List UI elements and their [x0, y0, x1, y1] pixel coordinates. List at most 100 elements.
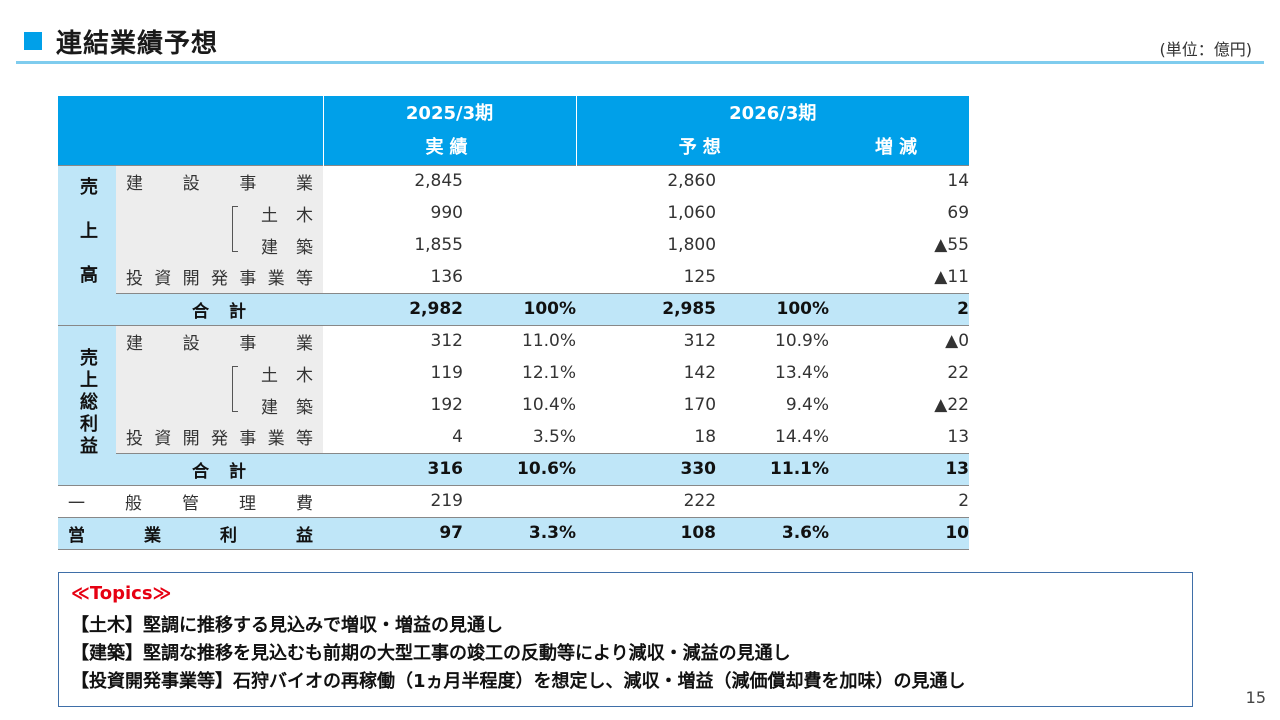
header-row-periods: 2025/3期 2026/3期	[58, 96, 970, 165]
cell-change: 10	[829, 517, 970, 550]
cell-actual: 97	[323, 517, 463, 550]
label-char: 管	[182, 493, 199, 514]
unit-label: (単位：億円)	[1159, 40, 1253, 59]
header-actual: 実績	[322, 128, 577, 165]
cell-actual: 219	[323, 485, 463, 518]
label-char: 利	[220, 525, 237, 546]
label-char: 業	[295, 173, 313, 194]
row-label: 土木	[116, 197, 323, 229]
row-label-text: 投資開発事業等	[116, 264, 323, 289]
table-row: 建築 192 10.4% 170 9.4% ▲22	[58, 389, 969, 421]
row-label: 土木	[116, 357, 323, 389]
total-row-sales: 合計 2,982 100% 2,985 100% 2	[58, 292, 970, 326]
row-label-text: 建設事業	[116, 329, 323, 354]
sub-label-chars: 建築	[261, 233, 313, 258]
bracket-icon	[232, 366, 238, 389]
row-label-text: 一般管理費	[58, 489, 323, 514]
total-row-gross-profit: 合計 316 10.6% 330 11.1% 13	[58, 452, 970, 486]
row-label: 建設事業	[116, 164, 323, 197]
cell-forecast: 2,985	[576, 292, 717, 326]
cell-forecast: 108	[576, 517, 717, 550]
cell-forecast-pct	[716, 485, 830, 518]
cell-forecast: 1,800	[667, 235, 717, 255]
label-char: 開	[182, 269, 200, 290]
label-char: 事	[239, 429, 257, 450]
label-char: 設	[182, 333, 200, 354]
operating-profit-row: 営 業 利 益 97 3.3% 108 3.6% 10	[58, 517, 970, 550]
cell-actual-pct: 12.1%	[522, 363, 577, 383]
label-char: 益	[296, 525, 313, 546]
cell-actual: 119	[430, 363, 463, 383]
label-char: 費	[296, 493, 313, 514]
cell-change: 14	[829, 164, 970, 197]
cell-change: 22	[947, 363, 970, 383]
sga-row: 一 般 管 理 費 219 222 2	[58, 485, 970, 518]
section-label-gross-profit: 売上総利益	[58, 325, 116, 486]
cell-forecast-pct	[716, 164, 830, 197]
label-char: 発	[210, 429, 228, 450]
label-char: 業	[144, 525, 161, 546]
row-label: 建築	[116, 389, 323, 421]
cell-forecast: 142	[683, 363, 717, 383]
topics-heading: ≪Topics≫	[71, 583, 172, 604]
header-row-columns: 実績 予想 増減	[58, 128, 970, 165]
cell-actual-pct: 10.4%	[522, 395, 577, 415]
cell-forecast-pct: 13.4%	[775, 363, 830, 383]
topics-line: 【建築】堅調な推移を見込むも前期の大型工事の竣工の反動等により減収・減益の見通し	[71, 643, 791, 664]
title-bar: 連結業績予想	[24, 24, 218, 59]
topics-box: ≪Topics≫ 【土木】堅調に推移する見込みで増収・増益の見通し 【建築】堅調…	[58, 572, 1193, 707]
cell-change: 69	[947, 203, 970, 223]
cell-forecast: 18	[694, 426, 717, 447]
cell-actual: 4	[452, 426, 463, 447]
header-forecast: 予想	[575, 128, 830, 165]
cell-actual: 2,982	[323, 292, 463, 326]
row-label: 建築	[116, 229, 323, 261]
row-label: 投資開発事業等	[116, 421, 323, 453]
row-label-text: 建築	[116, 393, 323, 418]
total-label: 合計	[116, 452, 323, 486]
topics-line: 【土木】堅調に推移する見込みで増収・増益の見通し	[71, 615, 503, 636]
cell-actual: 990	[430, 203, 463, 223]
label-char: 建	[261, 397, 278, 418]
header-period-prev: 2025/3期	[322, 96, 577, 128]
cell-change: 13	[947, 426, 970, 447]
cell-forecast: 312	[683, 331, 717, 352]
label-char: 建	[261, 237, 278, 258]
cell-change: ▲22	[934, 395, 970, 415]
cell-forecast: 2,860	[576, 164, 717, 197]
cell-forecast-pct	[716, 229, 829, 261]
label-char: 開	[182, 429, 200, 450]
label-char: 建	[126, 173, 143, 194]
cell-change: ▲55	[934, 235, 970, 255]
cell-change: 2	[829, 485, 970, 518]
label-char: 業	[267, 429, 285, 450]
label-char: 木	[296, 365, 313, 386]
label-char: 業	[267, 269, 285, 290]
cell-actual-pct: 3.3%	[463, 517, 577, 550]
financial-forecast-table: 2025/3期 2026/3期 実績 予想 増減 売上高 建設事業 2,845 …	[58, 96, 970, 550]
table-row: 投資開発事業等 4 3.5% 18 14.4% 13	[58, 421, 969, 453]
cell-forecast-pct: 14.4%	[775, 426, 830, 447]
label-char: 投	[126, 429, 143, 450]
cell-actual: 2,845	[323, 164, 463, 197]
label-char: 建	[126, 333, 143, 354]
section-label-sales: 売上高	[58, 164, 116, 326]
label-char: 般	[125, 493, 142, 514]
cell-actual-pct	[463, 164, 577, 197]
row-label-text: 土木	[116, 201, 323, 226]
cell-forecast: 222	[576, 485, 717, 518]
title-square-icon	[24, 32, 42, 50]
cell-actual-pct: 10.6%	[463, 452, 577, 486]
row-label-text: 営業利益	[58, 521, 323, 546]
cell-change: ▲0	[945, 331, 970, 352]
label-char: 資	[154, 269, 172, 290]
header-change: 増減	[829, 128, 970, 165]
table-row: 建築 1,855 1,800 ▲55	[58, 229, 969, 261]
total-label: 合計	[116, 292, 323, 326]
label-char: 一	[68, 493, 85, 514]
cell-actual: 312	[430, 331, 463, 352]
row-label-text: 建設事業	[116, 169, 323, 194]
bracket-icon	[232, 389, 238, 412]
table-row: 売上高 建設事業 2,845 2,860 14	[58, 164, 970, 326]
row-label: 営業利益	[58, 517, 323, 550]
